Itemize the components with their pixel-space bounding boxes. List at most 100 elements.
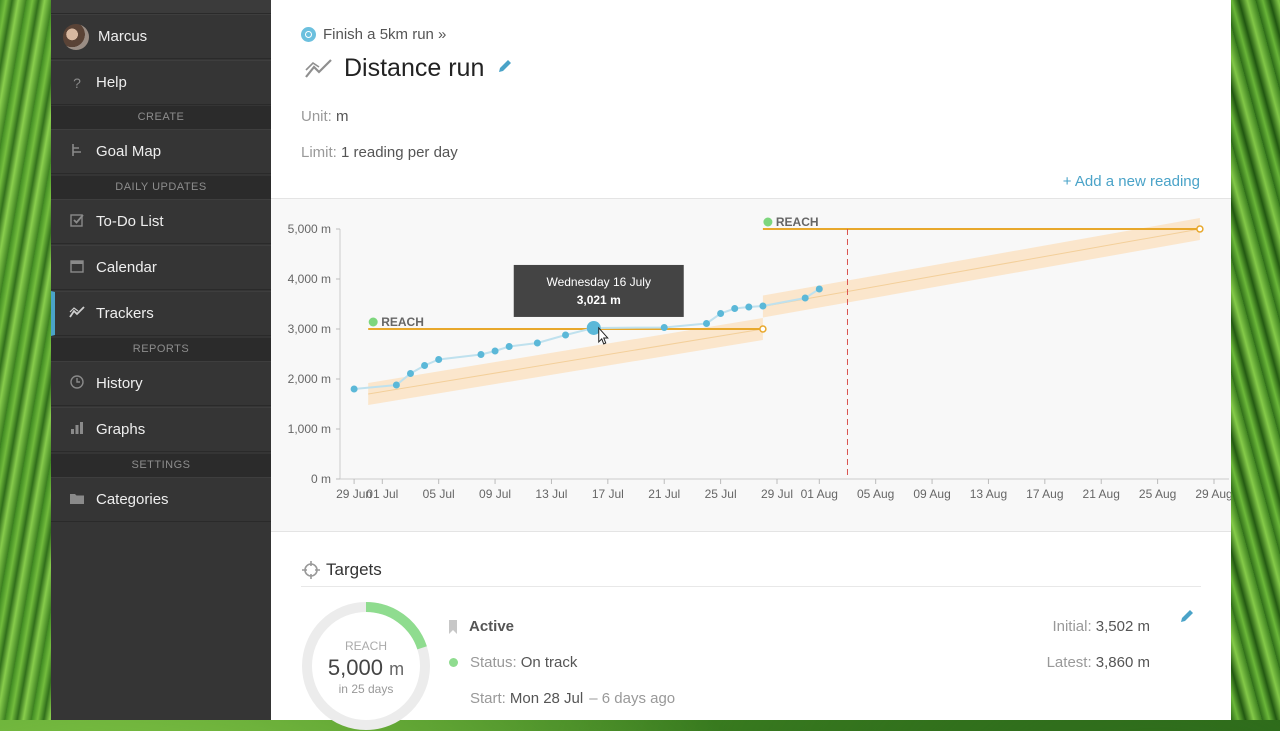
- x-tick-label: 13 Jul: [535, 487, 567, 501]
- calendar-icon: [67, 259, 87, 276]
- limit-label: Limit:: [301, 144, 337, 161]
- data-point: [745, 303, 753, 311]
- target-crosshair-icon: [302, 561, 320, 579]
- sidebar-item-todo[interactable]: To-Do List: [51, 199, 271, 244]
- x-tick-label: 29 Aug: [1195, 487, 1231, 501]
- data-point: [477, 351, 485, 358]
- limit-value: 1 reading per day: [341, 144, 458, 161]
- targets-heading: Targets: [301, 560, 382, 580]
- unit-value: m: [336, 108, 349, 125]
- data-point: [660, 324, 668, 331]
- edit-target-pencil-icon[interactable]: [1179, 608, 1195, 629]
- data-point: [533, 339, 541, 347]
- tracker-chart[interactable]: 5,000 m 4,000 m 3,000 m 2,000 m 1,000 m 0 m 29…: [271, 199, 1231, 531]
- sidebar-item-label: Help: [96, 74, 127, 91]
- y-tick-label: 5,000 m: [288, 222, 331, 236]
- sidebar-item-categories[interactable]: Categories: [51, 477, 271, 522]
- unit-row: Unit: m: [301, 108, 349, 125]
- avatar: [63, 23, 89, 50]
- reach-label: REACH: [776, 215, 819, 229]
- folder-icon: [67, 492, 87, 508]
- breadcrumb[interactable]: Finish a 5km run »: [301, 26, 446, 43]
- x-tick-label: 05 Jul: [423, 487, 455, 501]
- ring-value: 5,000 m: [301, 655, 431, 681]
- x-tick-label: 29 Jul: [761, 487, 793, 501]
- data-point: [392, 381, 400, 389]
- add-reading-link[interactable]: + Add a new reading: [1062, 173, 1200, 190]
- status-row: Status: On track: [449, 654, 577, 671]
- x-tick-label: 09 Aug: [913, 487, 950, 501]
- initial-row: Initial: 3,502 m: [1052, 618, 1150, 635]
- sidebar: Marcus ? Help CREATE Goal Map DAILY UPDA…: [51, 0, 271, 720]
- section-daily-updates: DAILY UPDATES: [51, 176, 271, 199]
- user-name: Marcus: [98, 28, 148, 45]
- data-point: [435, 356, 443, 363]
- start-ago: – 6 days ago: [589, 690, 676, 707]
- y-tick-label: 0 m: [311, 472, 331, 486]
- ring-value-number: 5,000: [327, 655, 383, 680]
- data-point: [703, 320, 711, 327]
- trend-icon: [67, 305, 87, 322]
- data-point: [491, 347, 499, 355]
- latest-label: Latest:: [1046, 654, 1092, 671]
- sidebar-item-label: Trackers: [96, 305, 154, 322]
- ring-text: REACH 5,000 m in 25 days: [301, 601, 431, 696]
- sidebar-item-trackers[interactable]: Trackers: [51, 291, 271, 336]
- x-tick-label: 05 Aug: [857, 487, 894, 501]
- data-point: [421, 362, 429, 369]
- x-tick-label: 25 Aug: [1139, 487, 1176, 501]
- divider: [301, 586, 1201, 587]
- y-tick-label: 2,000 m: [288, 372, 331, 386]
- target-end-marker: [759, 325, 767, 333]
- chart-area: 5,000 m 4,000 m 3,000 m 2,000 m 1,000 m 0 m 29…: [271, 198, 1231, 532]
- x-tick-label: 29 Jun: [336, 487, 372, 501]
- ring-label: REACH: [344, 639, 387, 653]
- edit-pencil-icon[interactable]: [497, 58, 513, 79]
- limit-row: Limit: 1 reading per day: [301, 144, 458, 161]
- background-grass-left: [0, 0, 51, 720]
- sidebar-item-label: Goal Map: [96, 143, 162, 160]
- x-tick-label: 21 Jul: [648, 487, 680, 501]
- status-dot-icon: [449, 658, 458, 667]
- sidebar-top-edge: [51, 0, 271, 14]
- background-grass-right: [1231, 0, 1280, 720]
- tooltip-box: [513, 264, 684, 317]
- section-create: CREATE: [51, 106, 271, 129]
- x-tick-label: 13 Aug: [970, 487, 1007, 501]
- target-trajectory-line: [762, 228, 1200, 307]
- main-panel: Finish a 5km run » Distance run Unit: m …: [271, 0, 1231, 730]
- goal-icon: [301, 27, 316, 42]
- y-tick-label: 3,000 m: [288, 322, 331, 336]
- tooltip-title: Wednesday 16 July: [546, 275, 651, 289]
- sidebar-item-label: Graphs: [96, 421, 146, 438]
- reach-dot: [763, 217, 773, 227]
- sidebar-item-calendar[interactable]: Calendar: [51, 245, 271, 290]
- sidebar-item-help[interactable]: ? Help: [51, 60, 271, 105]
- sidebar-item-user[interactable]: Marcus: [51, 14, 271, 59]
- unit-label: Unit:: [301, 108, 332, 125]
- status-badge: Active: [469, 618, 515, 635]
- bar-chart-icon: [67, 421, 87, 438]
- x-tick-label: 01 Jul: [366, 487, 398, 501]
- checkbox-icon: [67, 213, 87, 230]
- goal-map-icon: [67, 143, 87, 160]
- bookmark-icon: [449, 619, 457, 634]
- initial-value: 3,502 m: [1095, 618, 1150, 635]
- start-label: Start:: [470, 690, 506, 707]
- sidebar-item-history[interactable]: History: [51, 361, 271, 406]
- x-tick-label: 17 Aug: [1026, 487, 1063, 501]
- sidebar-item-goal-map[interactable]: Goal Map: [51, 129, 271, 174]
- page-title: Distance run: [344, 54, 485, 82]
- status-badge-row: Active: [449, 618, 514, 635]
- clock-icon: [67, 375, 87, 392]
- data-point: [717, 310, 725, 317]
- x-tick-label: 25 Jul: [705, 487, 737, 501]
- breadcrumb-link[interactable]: Finish a 5km run »: [323, 26, 447, 43]
- data-point: [562, 331, 570, 339]
- status-value: On track: [520, 654, 578, 671]
- sidebar-item-label: Calendar: [96, 259, 157, 276]
- sidebar-item-graphs[interactable]: Graphs: [51, 407, 271, 452]
- latest-value: 3,860 m: [1095, 654, 1150, 671]
- section-reports: REPORTS: [51, 338, 271, 361]
- reach-dot: [368, 317, 378, 327]
